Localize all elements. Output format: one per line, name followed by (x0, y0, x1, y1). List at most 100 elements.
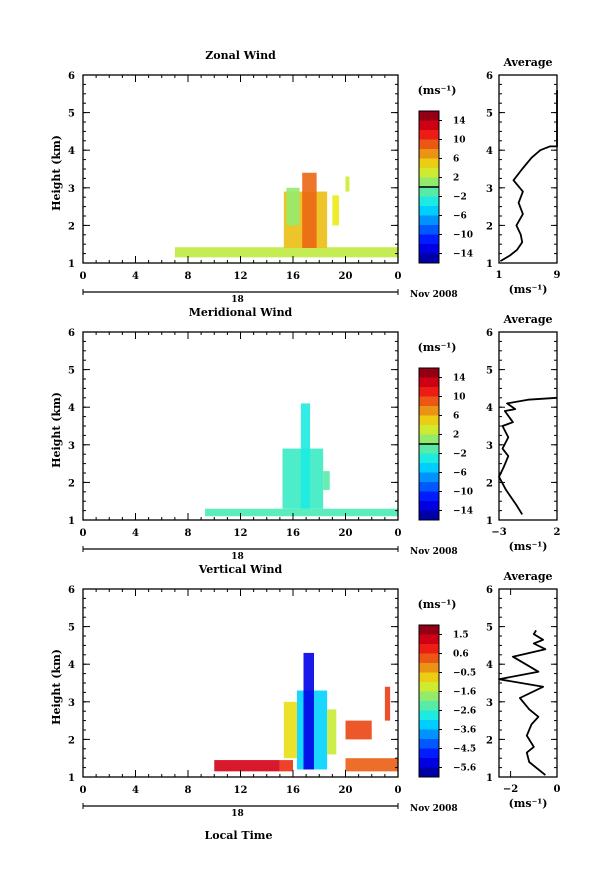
colorbar-tick-label: −1.6 (453, 688, 476, 698)
average-frame (498, 74, 558, 264)
colorbar-tick-label: −10 (453, 231, 473, 241)
x-tick-label: 0 (395, 785, 402, 796)
colorbar-swatch (419, 701, 439, 711)
average-title: Average (502, 313, 552, 326)
data-patch (345, 758, 398, 772)
x-tick-label: 8 (185, 271, 192, 282)
colorbar-swatch (419, 691, 439, 702)
average-y-tick-label: 2 (486, 478, 493, 489)
x-tick-label: 8 (185, 528, 192, 539)
y-tick-label: 3 (68, 698, 75, 709)
colorbar-swatch (419, 739, 439, 749)
colorbar-swatch (419, 120, 439, 131)
colorbar-swatch (419, 415, 439, 426)
panel-title: Vertical Wind (198, 563, 283, 576)
plot-frame (82, 588, 399, 778)
colorbar-swatch (419, 767, 439, 778)
average-y-tick-label: 1 (486, 516, 493, 527)
colorbar-swatch (419, 425, 439, 435)
colorbar-swatch (419, 215, 439, 226)
colorbar-swatch (419, 491, 439, 502)
average-x-tick-label: −2 (503, 784, 518, 795)
average-y-tick-label: 1 (486, 259, 493, 270)
y-tick-label: 4 (68, 403, 75, 414)
average-x-tick-label: −3 (491, 527, 506, 538)
date-bar-label: 18 (231, 809, 244, 819)
y-tick-label: 4 (68, 146, 75, 157)
colorbar-swatch (419, 682, 439, 692)
average-y-tick-label: 4 (486, 660, 493, 671)
colorbar-swatch (419, 225, 439, 235)
y-tick-label: 3 (68, 441, 75, 452)
colorbar-swatch (419, 672, 439, 683)
colorbar-swatch (419, 634, 439, 645)
date-label: Nov 2008 (410, 547, 458, 557)
colorbar-swatch (419, 710, 439, 721)
colorbar-swatch (419, 510, 439, 521)
colorbar-swatch (419, 453, 439, 464)
data-patch (279, 760, 293, 772)
y-tick-label: 2 (68, 221, 75, 232)
x-tick-label: 4 (132, 271, 139, 282)
x-tick-label: 16 (286, 271, 300, 282)
average-x-tick-label: 9 (554, 270, 561, 281)
y-axis-label: Height (km) (50, 135, 63, 211)
data-patch (214, 760, 280, 772)
x-tick-label: 12 (234, 785, 248, 796)
colorbar-unit: (ms⁻¹) (418, 84, 457, 97)
colorbar-tick-label: −2.6 (453, 707, 476, 717)
date-bar-label: 18 (231, 552, 244, 562)
y-tick-label: 3 (68, 184, 75, 195)
colorbar-swatch (419, 187, 439, 197)
date-label: Nov 2008 (410, 290, 458, 300)
average-x-tick-label: 0 (554, 784, 561, 795)
colorbar-swatch (419, 368, 439, 378)
colorbar-swatch (419, 501, 439, 511)
data-patch (327, 709, 337, 755)
average-profile-line (498, 629, 547, 776)
colorbar-swatch (419, 463, 439, 473)
average-frame (498, 588, 558, 778)
average-title: Average (502, 570, 552, 583)
x-tick-label: 20 (339, 785, 353, 796)
colorbar-tick-label: −2 (453, 193, 467, 203)
average-y-tick-label: 5 (486, 366, 493, 377)
colorbar-swatch (419, 139, 439, 150)
average-x-label: (ms⁻¹) (509, 283, 548, 296)
average-title: Average (502, 56, 552, 69)
average-y-tick-label: 4 (486, 403, 493, 414)
colorbar-swatch (419, 396, 439, 407)
average-y-tick-label: 4 (486, 146, 493, 157)
colorbar-swatch (419, 748, 439, 759)
x-tick-label: 12 (234, 271, 248, 282)
y-tick-label: 6 (68, 585, 75, 596)
date-bar-label: 18 (231, 295, 244, 305)
data-patch (174, 247, 398, 258)
colorbar-tick-label: −5.6 (453, 764, 476, 774)
x-axis-label: Local Time (205, 829, 273, 842)
colorbar-swatch (419, 482, 439, 492)
average-y-tick-label: 2 (486, 735, 493, 746)
panel-title: Zonal Wind (205, 49, 276, 62)
x-tick-label: 0 (80, 271, 87, 282)
colorbar-frame (418, 624, 440, 778)
colorbar-swatch (419, 168, 439, 178)
colorbar-swatch (419, 244, 439, 254)
date-label: Nov 2008 (410, 804, 458, 814)
average-y-tick-label: 6 (486, 328, 493, 339)
colorbar-swatch (419, 644, 439, 654)
x-tick-label: 16 (286, 528, 300, 539)
average-y-tick-label: 5 (486, 623, 493, 634)
colorbar-tick-label: −0.5 (453, 669, 476, 679)
colorbar-swatch (419, 653, 439, 664)
colorbar-swatch (419, 177, 439, 188)
x-tick-label: 20 (339, 271, 353, 282)
average-x-tick-label: 1 (496, 270, 503, 281)
colorbar-swatch (419, 720, 439, 730)
colorbar-unit: (ms⁻¹) (418, 598, 457, 611)
x-tick-label: 12 (234, 528, 248, 539)
x-tick-label: 4 (132, 785, 139, 796)
colorbar-swatch (419, 729, 439, 740)
colorbar-tick-label: 14 (453, 374, 466, 384)
